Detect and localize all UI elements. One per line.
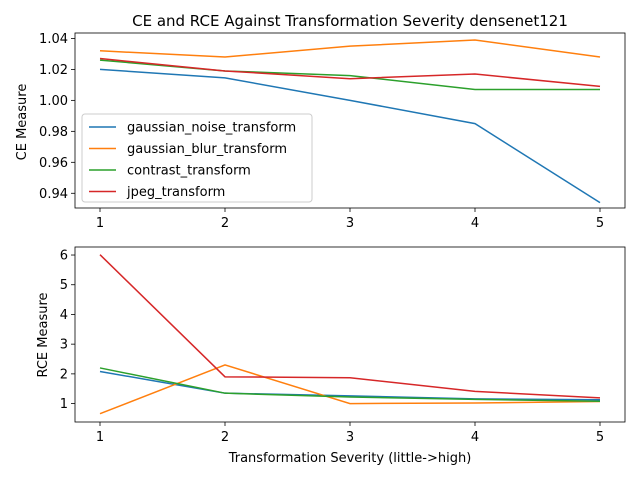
bottom-y-tick-label: 3 <box>60 338 68 353</box>
bottom-y-axis-label: RCE Measure <box>36 292 51 377</box>
bottom-y-tick-label: 5 <box>60 278 68 293</box>
bottom-x-tick-label: 5 <box>596 430 604 445</box>
legend-label-gaussian-blur-transform: gaussian_blur_transform <box>127 142 287 157</box>
legend-box <box>81 113 313 203</box>
bottom-series-line-gaussian-blur-transform <box>99 364 601 415</box>
bottom-y-tick-label: 2 <box>60 367 68 382</box>
legend-label-jpeg-transform: jpeg_transform <box>126 185 225 200</box>
top-y-tick-label: 0.96 <box>39 156 68 171</box>
bottom-plot: 1 2 3 4 5 1 2 3 4 5 6 <box>60 246 626 445</box>
bottom-x-tick-label: 4 <box>471 430 479 445</box>
bottom-y-tick-label: 4 <box>60 308 68 323</box>
bottom-series-line-jpeg-transform <box>99 254 601 399</box>
top-series-line-gaussian-noise-transform <box>99 68 601 204</box>
bottom-x-tick-label: 1 <box>96 430 104 445</box>
legend-label-contrast-transform: contrast_transform <box>127 164 251 179</box>
bottom-y-tick-label: 1 <box>60 397 68 412</box>
top-x-tick-label: 1 <box>96 216 104 231</box>
top-y-tick-label: 1.02 <box>39 63 68 78</box>
bottom-x-tick-label: 3 <box>346 430 354 445</box>
top-x-tick-label: 4 <box>471 216 479 231</box>
top-y-tick-label: 0.98 <box>39 125 68 140</box>
top-series-line-jpeg-transform <box>99 57 601 88</box>
top-series-line-gaussian-blur-transform <box>99 39 601 58</box>
top-x-tick-label: 2 <box>221 216 229 231</box>
chart-title: CE and RCE Against Transformation Severi… <box>132 12 568 30</box>
bottom-series-line-gaussian-noise-transform <box>99 370 601 401</box>
bottom-y-tick-label: 6 <box>60 249 68 264</box>
top-plot: 1 2 3 4 5 0.94 0.96 0.98 1.00 1.02 1.04 gaussian_no… <box>39 32 626 231</box>
top-y-axis-label: CE Measure <box>15 84 30 161</box>
top-x-tick-label: 3 <box>346 216 354 231</box>
top-x-tick-label: 5 <box>596 216 604 231</box>
top-y-tick-label: 0.94 <box>39 187 68 202</box>
x-axis-label: Transformation Severity (little->high) <box>228 451 472 466</box>
bottom-x-tick-label: 2 <box>221 430 229 445</box>
legend: gaussian_noise_transform gaussian_blur_tr… <box>81 113 313 203</box>
top-y-tick-label: 1.04 <box>39 32 68 47</box>
legend-label-gaussian-noise-transform: gaussian_noise_transform <box>127 121 296 136</box>
bottom-series-line-contrast-transform <box>99 367 601 402</box>
top-y-tick-label: 1.00 <box>39 94 68 109</box>
